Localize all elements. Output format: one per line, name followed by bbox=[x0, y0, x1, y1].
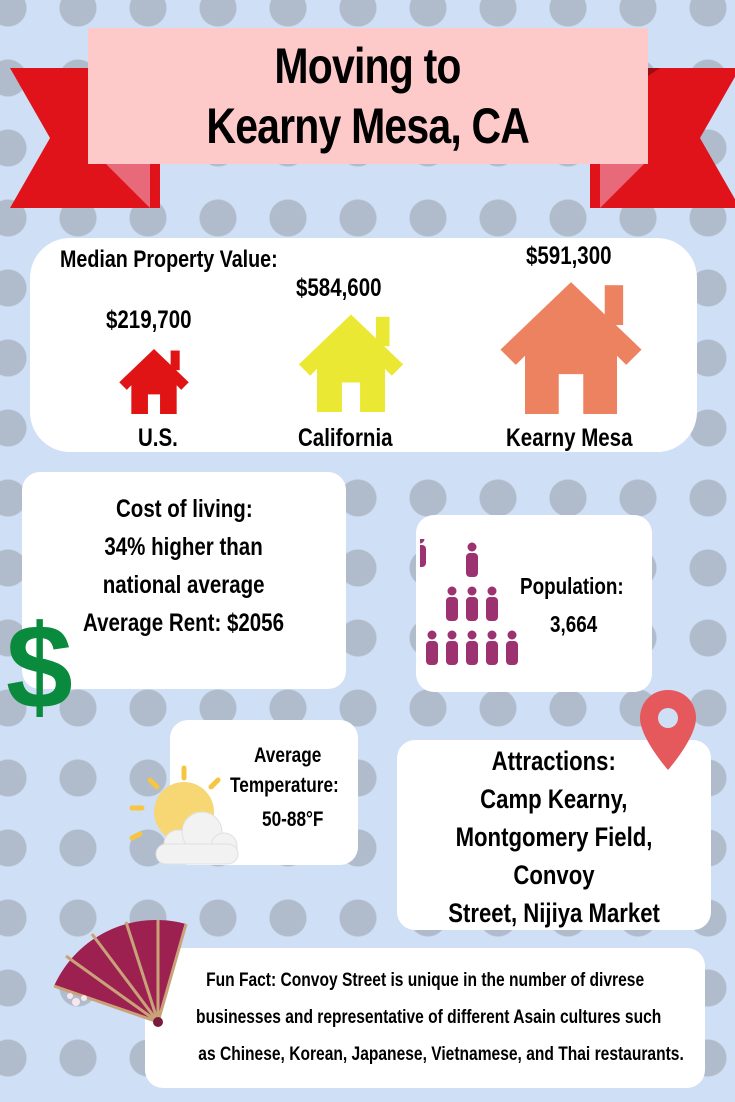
temperature-line-2: Temperature: bbox=[230, 774, 339, 797]
population-label: Population: bbox=[520, 573, 624, 599]
cost-line-4: Average Rent: $2056 bbox=[83, 609, 285, 637]
people-pyramid-icon bbox=[420, 539, 518, 665]
population-card: Population: 3,664 bbox=[416, 515, 652, 692]
attractions-line-2: Montgomery Field, Convoy bbox=[455, 822, 653, 890]
us-label: U.S. bbox=[138, 424, 178, 452]
house-icon bbox=[298, 314, 404, 412]
title-line-2: Kearny Mesa, CA bbox=[206, 98, 530, 154]
map-pin-icon bbox=[640, 690, 696, 770]
temperature-line-1: Average bbox=[254, 744, 322, 767]
attractions-line-3: Street, Nijiya Market bbox=[448, 898, 660, 928]
fun-fact-card: Fun Fact: Convoy Street is unique in the… bbox=[145, 948, 705, 1088]
cost-line-2: 34% higher than bbox=[104, 533, 264, 561]
property-heading: Median Property Value: bbox=[60, 246, 278, 273]
fan-icon bbox=[53, 919, 188, 1027]
fun-fact-line-1: Fun Fact: Convoy Street is unique in the… bbox=[205, 970, 645, 991]
house-icon bbox=[500, 282, 642, 414]
cost-of-living-card: Cost of living: 34% higher than national… bbox=[22, 472, 346, 689]
house-icon bbox=[119, 349, 189, 414]
california-label: California bbox=[298, 424, 393, 452]
fun-fact-line-2: businesses and representative of differe… bbox=[196, 1007, 662, 1028]
population-value: 3,664 bbox=[550, 611, 598, 637]
sun-cloud-icon bbox=[129, 765, 239, 865]
kearny-label: Kearny Mesa bbox=[506, 424, 633, 452]
kearny-value: $591,300 bbox=[526, 242, 612, 270]
attractions-line-1: Camp Kearny, bbox=[480, 784, 628, 814]
us-value: $219,700 bbox=[106, 306, 192, 334]
california-value: $584,600 bbox=[296, 274, 382, 302]
attractions-heading: Attractions: bbox=[491, 746, 617, 776]
title-banner: Moving to Kearny Mesa, CA bbox=[88, 28, 648, 164]
property-value-card: Median Property Value: $219,700 U.S. $58… bbox=[30, 238, 697, 452]
cost-line-1: Cost of living: bbox=[115, 495, 253, 523]
cost-line-3: national average bbox=[103, 571, 265, 599]
dollar-sign-icon: $ bbox=[6, 600, 73, 734]
title-line-1: Moving to bbox=[274, 38, 462, 94]
temperature-value: 50-88°F bbox=[262, 808, 324, 831]
fun-fact-line-3: as Chinese, Korean, Japanese, Vietnamese… bbox=[198, 1044, 684, 1065]
attractions-card: Attractions: Camp Kearny, Montgomery Fie… bbox=[397, 740, 711, 930]
